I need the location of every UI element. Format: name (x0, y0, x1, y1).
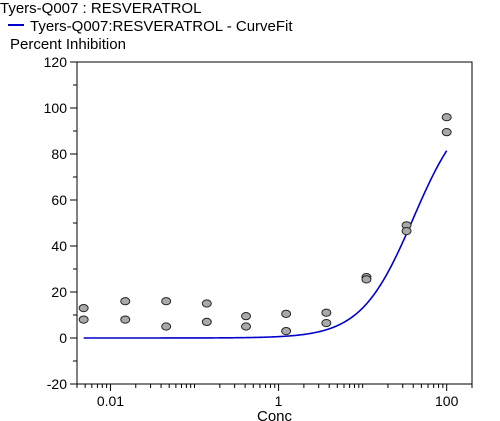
data-point (161, 297, 172, 306)
curve-layer (83, 150, 448, 339)
data-point (201, 317, 212, 326)
legend-entry-curvefit: Tyers-Q007:RESVERATROL - CurveFit (30, 18, 293, 35)
axes-layer: -20 0 20 40 60 80 100 120 0.01 1 100 (44, 54, 473, 409)
data-point (441, 113, 452, 122)
y-tick-label: 80 (51, 146, 67, 162)
data-point (441, 128, 452, 137)
data-point (281, 327, 292, 336)
data-point (281, 309, 292, 318)
x-tick-label: 0.01 (97, 393, 124, 409)
y-tick-label: 60 (51, 192, 67, 208)
data-point (361, 275, 372, 284)
data-point (120, 297, 131, 306)
data-point (241, 322, 252, 331)
plot-frame (76, 61, 473, 385)
data-point (401, 226, 412, 236)
y-tick-label: 100 (44, 100, 68, 116)
points-layer (78, 113, 452, 336)
data-point (161, 322, 172, 331)
data-point (78, 304, 89, 313)
data-point (241, 312, 252, 321)
y-axis-title: Percent Inhibition (10, 36, 126, 53)
legend: Tyers-Q007:RESVERATROL - CurveFit (8, 18, 293, 35)
data-point (321, 308, 332, 317)
data-point (78, 315, 89, 324)
x-tick-label: 100 (435, 393, 459, 409)
chart-title: Tyers-Q007 : RESVERATROL (0, 0, 202, 17)
y-tick-label: -20 (47, 376, 67, 392)
legend-line-swatch (8, 24, 24, 27)
y-tick-label: 20 (51, 284, 67, 300)
x-axis-title: Conc (257, 408, 293, 421)
data-point (120, 315, 131, 324)
x-tick-label: 1 (275, 393, 283, 409)
y-tick-label: 0 (59, 330, 67, 346)
y-tick-label: 40 (51, 238, 67, 254)
fit-curve (83, 150, 448, 339)
y-tick-label: 120 (44, 54, 68, 70)
data-point (321, 318, 332, 328)
data-point (201, 299, 212, 308)
